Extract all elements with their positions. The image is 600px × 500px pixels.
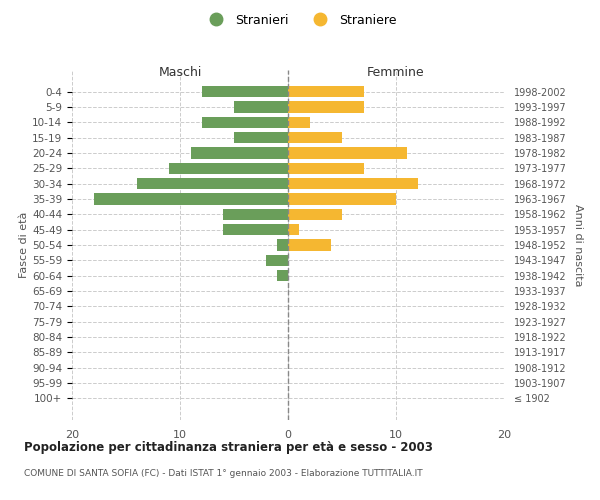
Bar	[202, 116, 288, 128]
Bar	[223, 224, 288, 235]
Bar	[288, 193, 396, 204]
Bar	[288, 178, 418, 190]
Bar	[137, 178, 288, 190]
Bar	[277, 239, 288, 251]
Bar	[288, 162, 364, 174]
Bar	[288, 224, 299, 235]
Bar	[234, 101, 288, 112]
Bar	[266, 254, 288, 266]
Y-axis label: Anni di nascita: Anni di nascita	[573, 204, 583, 286]
Bar	[234, 132, 288, 143]
Bar	[288, 116, 310, 128]
Bar	[94, 193, 288, 204]
Text: Femmine: Femmine	[367, 66, 425, 80]
Bar	[288, 101, 364, 112]
Bar	[169, 162, 288, 174]
Bar	[202, 86, 288, 98]
Bar	[288, 147, 407, 158]
Text: Popolazione per cittadinanza straniera per età e sesso - 2003: Popolazione per cittadinanza straniera p…	[24, 441, 433, 454]
Bar	[191, 147, 288, 158]
Y-axis label: Fasce di età: Fasce di età	[19, 212, 29, 278]
Bar	[288, 132, 342, 143]
Bar	[288, 86, 364, 98]
Legend: Stranieri, Straniere: Stranieri, Straniere	[199, 8, 401, 32]
Bar	[277, 270, 288, 281]
Text: Maschi: Maschi	[158, 66, 202, 80]
Bar	[288, 208, 342, 220]
Bar	[223, 208, 288, 220]
Bar	[288, 239, 331, 251]
Text: COMUNE DI SANTA SOFIA (FC) - Dati ISTAT 1° gennaio 2003 - Elaborazione TUTTITALI: COMUNE DI SANTA SOFIA (FC) - Dati ISTAT …	[24, 469, 422, 478]
